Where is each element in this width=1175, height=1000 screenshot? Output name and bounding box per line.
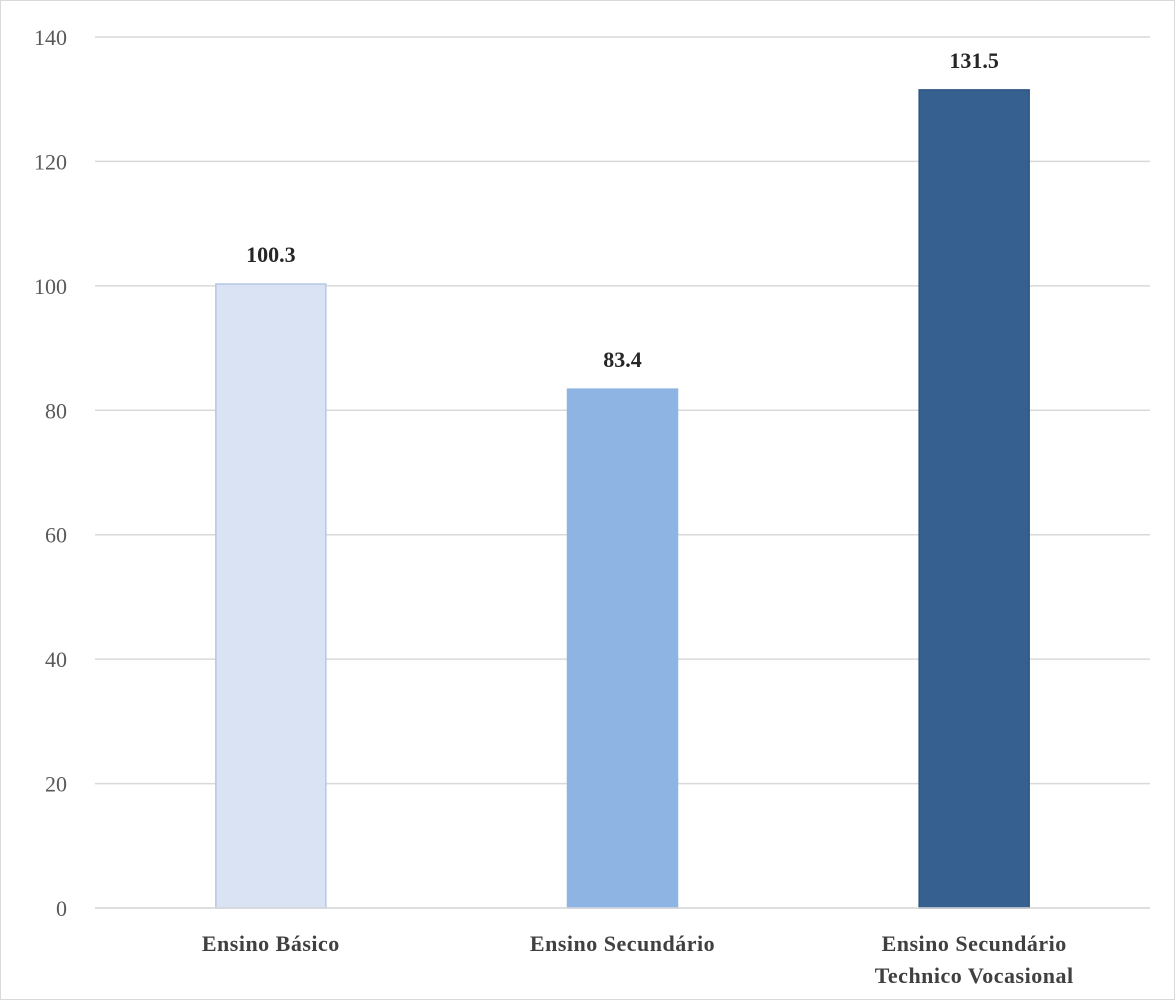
bar <box>215 283 327 909</box>
x-tick-label: Ensino Secundário <box>530 931 715 956</box>
bar <box>918 89 1030 909</box>
y-tick-label: 40 <box>45 647 67 672</box>
y-tick-label: 80 <box>45 398 67 423</box>
x-tick-label: Ensino Básico <box>202 931 340 956</box>
data-labels: 100.3 83.4 131.5 <box>246 48 999 372</box>
y-tick-label: 100 <box>34 274 67 299</box>
y-tick-label: 120 <box>34 149 67 174</box>
data-label: 131.5 <box>949 48 999 73</box>
bar <box>566 388 679 909</box>
data-label: 100.3 <box>246 242 296 267</box>
data-label: 83.4 <box>603 347 642 372</box>
x-axis-tick-labels: Ensino Básico Ensino Secundário Ensino Sec… <box>202 931 1074 988</box>
y-tick-label: 60 <box>45 523 67 548</box>
y-tick-label: 0 <box>56 896 67 921</box>
x-tick-label: Ensino Secundário <box>882 931 1067 956</box>
y-tick-label: 140 <box>34 25 67 50</box>
bars <box>95 89 1150 909</box>
x-tick-label: Technico Vocasional <box>875 963 1074 988</box>
y-axis-tick-labels: 0 20 40 60 80 100 120 140 <box>34 25 67 921</box>
y-tick-label: 20 <box>45 772 67 797</box>
